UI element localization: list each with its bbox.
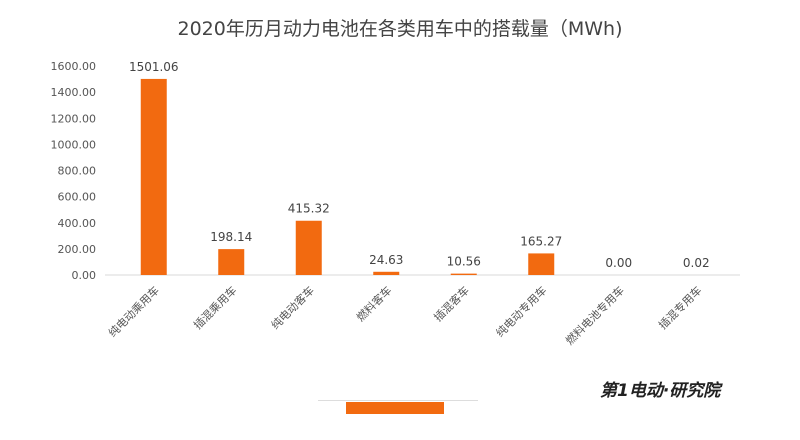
data-label: 1501.06 [129,60,179,74]
y-tick-label: 1000.00 [51,138,97,151]
y-tick-label: 1200.00 [51,112,97,125]
bar [140,78,167,275]
x-tick-label: 燃料客车 [353,283,394,324]
x-tick-label: 纯电动客车 [268,283,317,332]
divider [318,400,478,401]
x-tick-label: 插混专用车 [656,283,705,332]
data-label: 198.14 [210,230,252,244]
bar [528,253,555,275]
y-tick-label: 200.00 [58,243,97,256]
x-tick-label: 纯电动乘用车 [105,283,162,340]
data-label: 24.63 [369,253,403,267]
brand-logo: 第1电动·研究院 [600,381,721,401]
y-tick-label: 0.00 [72,269,97,282]
data-label: 165.27 [520,234,562,248]
bar [373,271,400,275]
bar [218,249,245,275]
chart-title: 2020年历月动力电池在各类用车中的搭载量（MWh) [177,18,623,40]
x-tick-label: 纯电动专用车 [493,283,550,340]
data-label: 0.00 [605,256,632,270]
y-tick-label: 1400.00 [51,86,97,99]
y-tick-label: 1600.00 [51,60,97,73]
data-label: 0.02 [683,256,710,270]
y-tick-label: 800.00 [58,165,97,178]
data-label: 10.56 [447,255,481,269]
data-label: 415.32 [288,202,330,216]
footer-accent-bar [346,402,444,414]
x-tick-label: 燃料电池专用车 [563,283,627,347]
y-tick-label: 400.00 [58,217,97,230]
x-tick-label: 插混客车 [431,283,472,324]
y-tick-label: 600.00 [58,191,97,204]
x-tick-label: 插混乘用车 [191,283,240,332]
bar [295,220,322,275]
bar [450,273,477,275]
